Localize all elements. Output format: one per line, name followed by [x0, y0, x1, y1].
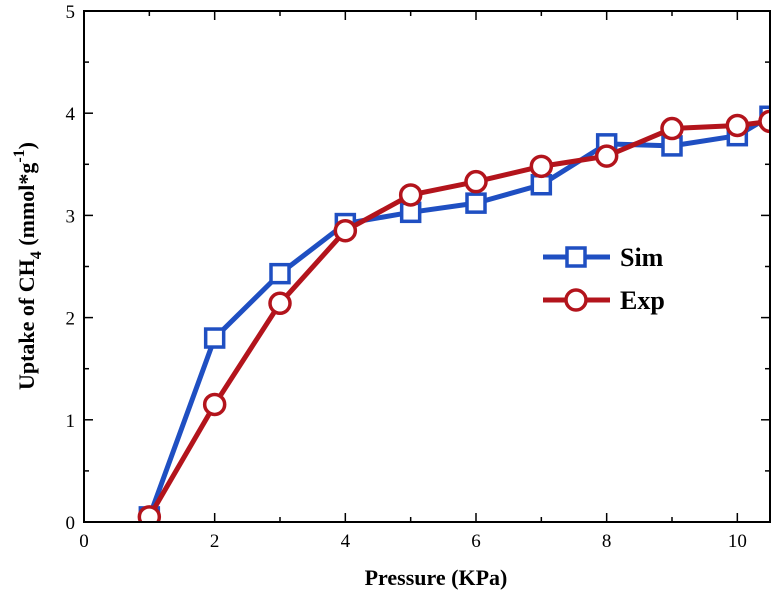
y-axis-title-suffix: )	[14, 142, 39, 149]
y-tick-label: 5	[66, 2, 76, 23]
x-tick-label: 6	[471, 531, 481, 552]
y-axis-title-superscript: -1	[11, 149, 28, 162]
series-exp-point	[333, 218, 358, 243]
x-axis-title: Pressure (KPa)	[365, 565, 508, 590]
series-exp-point	[758, 109, 770, 134]
series-exp-line	[147, 118, 770, 519]
legend-sim-label: Sim	[620, 243, 664, 272]
series-exp-point	[660, 116, 684, 141]
legend: Sim Exp	[543, 243, 665, 315]
series-exp-point	[398, 183, 423, 207]
x-tick-label: 4	[341, 531, 351, 552]
y-axis-title-middle: (mmol*g	[14, 163, 39, 252]
y-tick-label: 1	[66, 411, 76, 432]
legend-exp-marker	[564, 288, 588, 312]
tick-labels: 0 2 4 6 8 10 0 1 2 3 4 5	[66, 2, 747, 552]
series-exp-point	[202, 392, 227, 417]
y-axis-title: Uptake of CH4 (mmol*g-1)	[11, 142, 45, 390]
x-tick-label: 10	[728, 531, 747, 552]
legend-exp-label: Exp	[620, 286, 665, 315]
axes: 0 2 4 6 8 10 0 1 2 3 4 5	[66, 2, 770, 552]
legend-item-exp: Exp	[543, 286, 665, 315]
series-sim-point	[530, 173, 553, 196]
y-axis-title-subscript: 4	[28, 251, 45, 259]
series-sim-line	[146, 114, 770, 518]
y-tick-label: 0	[66, 513, 76, 534]
series-exp-point	[725, 113, 750, 138]
x-tick-label: 2	[210, 531, 220, 552]
series-exp-point	[137, 505, 162, 522]
ticks	[83, 10, 770, 523]
series-group	[137, 105, 770, 522]
x-tick-label: 0	[79, 531, 89, 552]
series-exp-point	[594, 144, 619, 168]
series-exp	[137, 109, 770, 522]
y-axis-title-prefix: Uptake of CH	[14, 259, 39, 390]
series-exp-point	[464, 169, 488, 194]
legend-sim-marker	[565, 246, 587, 268]
series-sim-point	[203, 327, 226, 349]
series-exp-point	[529, 154, 554, 179]
series-exp-point	[268, 291, 292, 316]
y-tick-label: 3	[66, 206, 76, 227]
x-tick-label: 8	[602, 531, 612, 552]
y-tick-label: 2	[66, 309, 76, 330]
series-sim-point	[465, 192, 487, 214]
plot-frame	[83, 10, 771, 523]
y-tick-label: 4	[66, 104, 76, 125]
series-sim-point	[269, 262, 291, 285]
legend-item-sim: Sim	[543, 243, 664, 272]
series-sim	[138, 105, 770, 522]
